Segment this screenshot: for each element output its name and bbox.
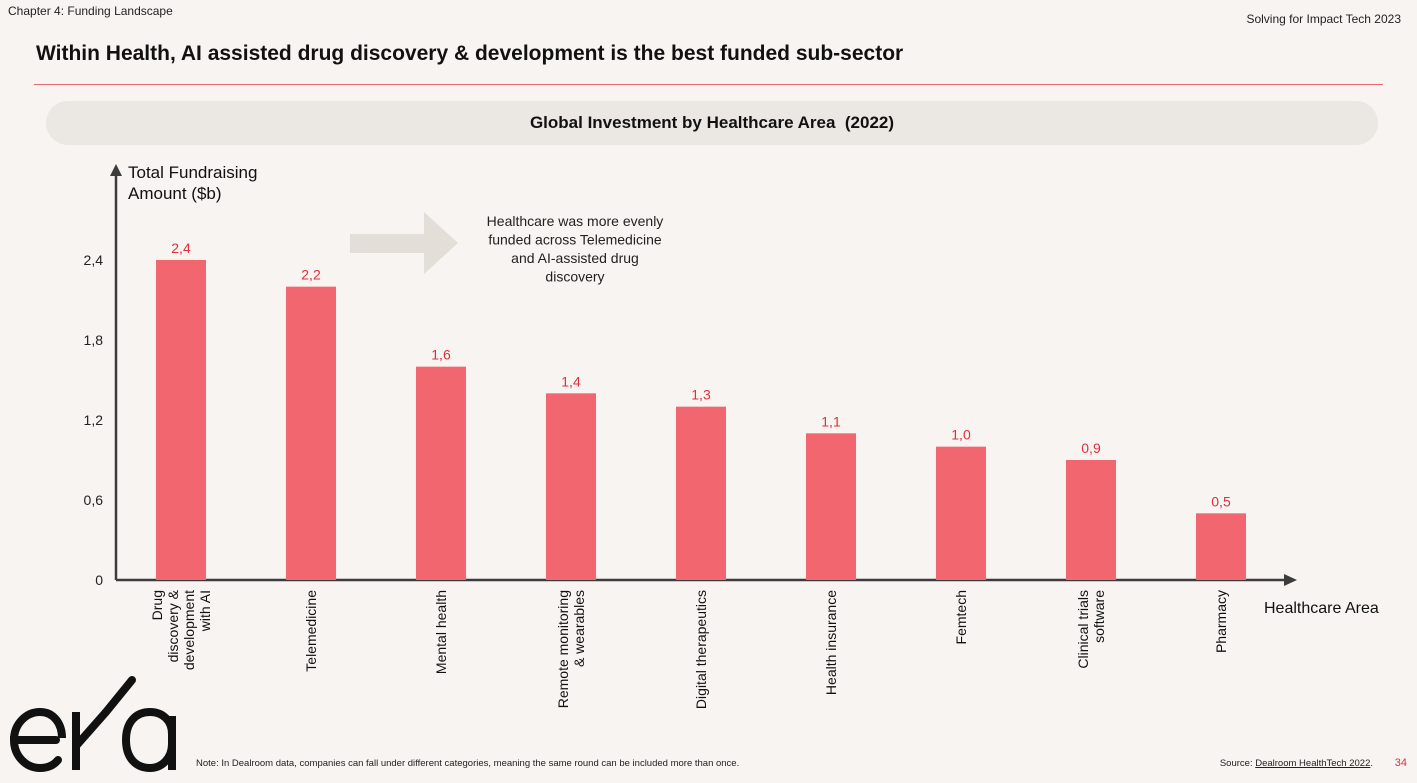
bar xyxy=(156,260,206,580)
bar xyxy=(416,366,466,580)
category-label-line: with AI xyxy=(197,590,213,632)
source-link[interactable]: Dealroom HealthTech 2022 xyxy=(1255,758,1371,769)
bar xyxy=(1196,513,1246,580)
footnote: Note: In Dealroom data, companies can fa… xyxy=(196,758,740,769)
category-label-line: Mental health xyxy=(433,590,449,674)
bar xyxy=(676,406,726,580)
bars xyxy=(156,260,1246,580)
annotation-line: and AI-assisted drug xyxy=(511,250,639,266)
x-axis-label: Healthcare Area xyxy=(1264,600,1379,617)
y-axis-arrowhead xyxy=(110,164,122,176)
y-tick-labels: 0 0,6 1,2 1,8 2,4 xyxy=(84,252,104,588)
value-labels: 2,4 2,2 1,6 1,4 1,3 1,1 1,0 0,9 0,5 xyxy=(171,240,1231,509)
bar xyxy=(936,446,986,580)
y-axis-label-line: Amount ($b) xyxy=(128,184,222,203)
category-label-line: discovery & xyxy=(165,589,181,662)
category-label: Pharmacy xyxy=(1213,590,1229,653)
category-label-line: Femtech xyxy=(953,590,969,644)
category-label-line: Pharmacy xyxy=(1213,590,1229,653)
category-label-line: Digital therapeutics xyxy=(693,590,709,709)
category-label: Mental health xyxy=(433,590,449,674)
report-name: Solving for Impact Tech 2023 xyxy=(1246,12,1401,26)
bar-value-label: 0,9 xyxy=(1081,440,1101,456)
annotation-text: Healthcare was more evenly funded across … xyxy=(487,213,664,285)
y-tick-label: 2,4 xyxy=(84,252,104,268)
y-tick-label: 1,8 xyxy=(84,332,104,348)
bar-value-label: 1,3 xyxy=(691,387,711,403)
category-label-line: software xyxy=(1091,590,1107,643)
bar-value-label: 0,5 xyxy=(1211,493,1231,509)
bar-value-label: 1,4 xyxy=(561,373,581,389)
y-tick-label: 0 xyxy=(95,572,103,588)
bar xyxy=(286,286,336,580)
category-label-line: Health insurance xyxy=(823,590,839,695)
chart-title-banner: Global Investment by Healthcare Area (20… xyxy=(46,101,1378,145)
category-label: Telemedicine xyxy=(303,590,319,672)
source-citation: Source: Dealroom HealthTech 2022. xyxy=(1220,758,1373,769)
bar-value-label: 1,1 xyxy=(821,413,841,429)
category-label-line: Remote monitoring xyxy=(555,590,571,708)
y-axis-label: Total Fundraising Amount ($b) xyxy=(128,163,257,203)
bar-value-label: 1,6 xyxy=(431,347,451,363)
annotation-line: discovery xyxy=(545,269,604,285)
category-label: Digital therapeutics xyxy=(693,590,709,709)
bar xyxy=(1066,460,1116,580)
y-tick-label: 0,6 xyxy=(84,492,104,508)
bar-value-label: 2,2 xyxy=(301,267,321,283)
source-prefix: Source: xyxy=(1219,758,1256,769)
bar xyxy=(806,433,856,580)
source-suffix: . xyxy=(1370,758,1373,769)
category-label: Remote monitoring & wearables xyxy=(555,590,587,708)
page-title: Within Health, AI assisted drug discover… xyxy=(36,42,904,65)
bar-value-label: 1,0 xyxy=(951,427,971,443)
category-label-line: Telemedicine xyxy=(303,590,319,672)
y-axis-label-line: Total Fundraising xyxy=(128,163,257,182)
x-axis-arrowhead xyxy=(1284,574,1297,586)
category-label: Drug discovery & development with AI xyxy=(149,589,213,670)
title-divider xyxy=(34,84,1383,85)
category-label: Health insurance xyxy=(823,590,839,695)
category-label-line: development xyxy=(181,590,197,670)
annotation-line: Healthcare was more evenly xyxy=(487,213,664,229)
chart-title: Global Investment by Healthcare Area (20… xyxy=(529,113,895,132)
chapter-label: Chapter 4: Funding Landscape xyxy=(8,4,173,18)
annotation-arrow-icon xyxy=(350,212,458,274)
eka-logo-icon xyxy=(9,676,176,773)
y-tick-label: 1,2 xyxy=(84,412,104,428)
category-label-line: & wearables xyxy=(571,590,587,667)
annotation-line: funded across Telemedicine xyxy=(488,232,662,248)
category-label-line: Clinical trials xyxy=(1075,590,1091,669)
bar-value-label: 2,4 xyxy=(171,240,191,256)
bar xyxy=(546,393,596,580)
category-label: Femtech xyxy=(953,590,969,644)
page-number: 34 xyxy=(1394,757,1407,769)
category-label: Clinical trials software xyxy=(1075,590,1107,669)
category-label-line: Drug xyxy=(149,590,165,620)
category-labels: Drug discovery & development with AI Telemed… xyxy=(149,589,1229,709)
